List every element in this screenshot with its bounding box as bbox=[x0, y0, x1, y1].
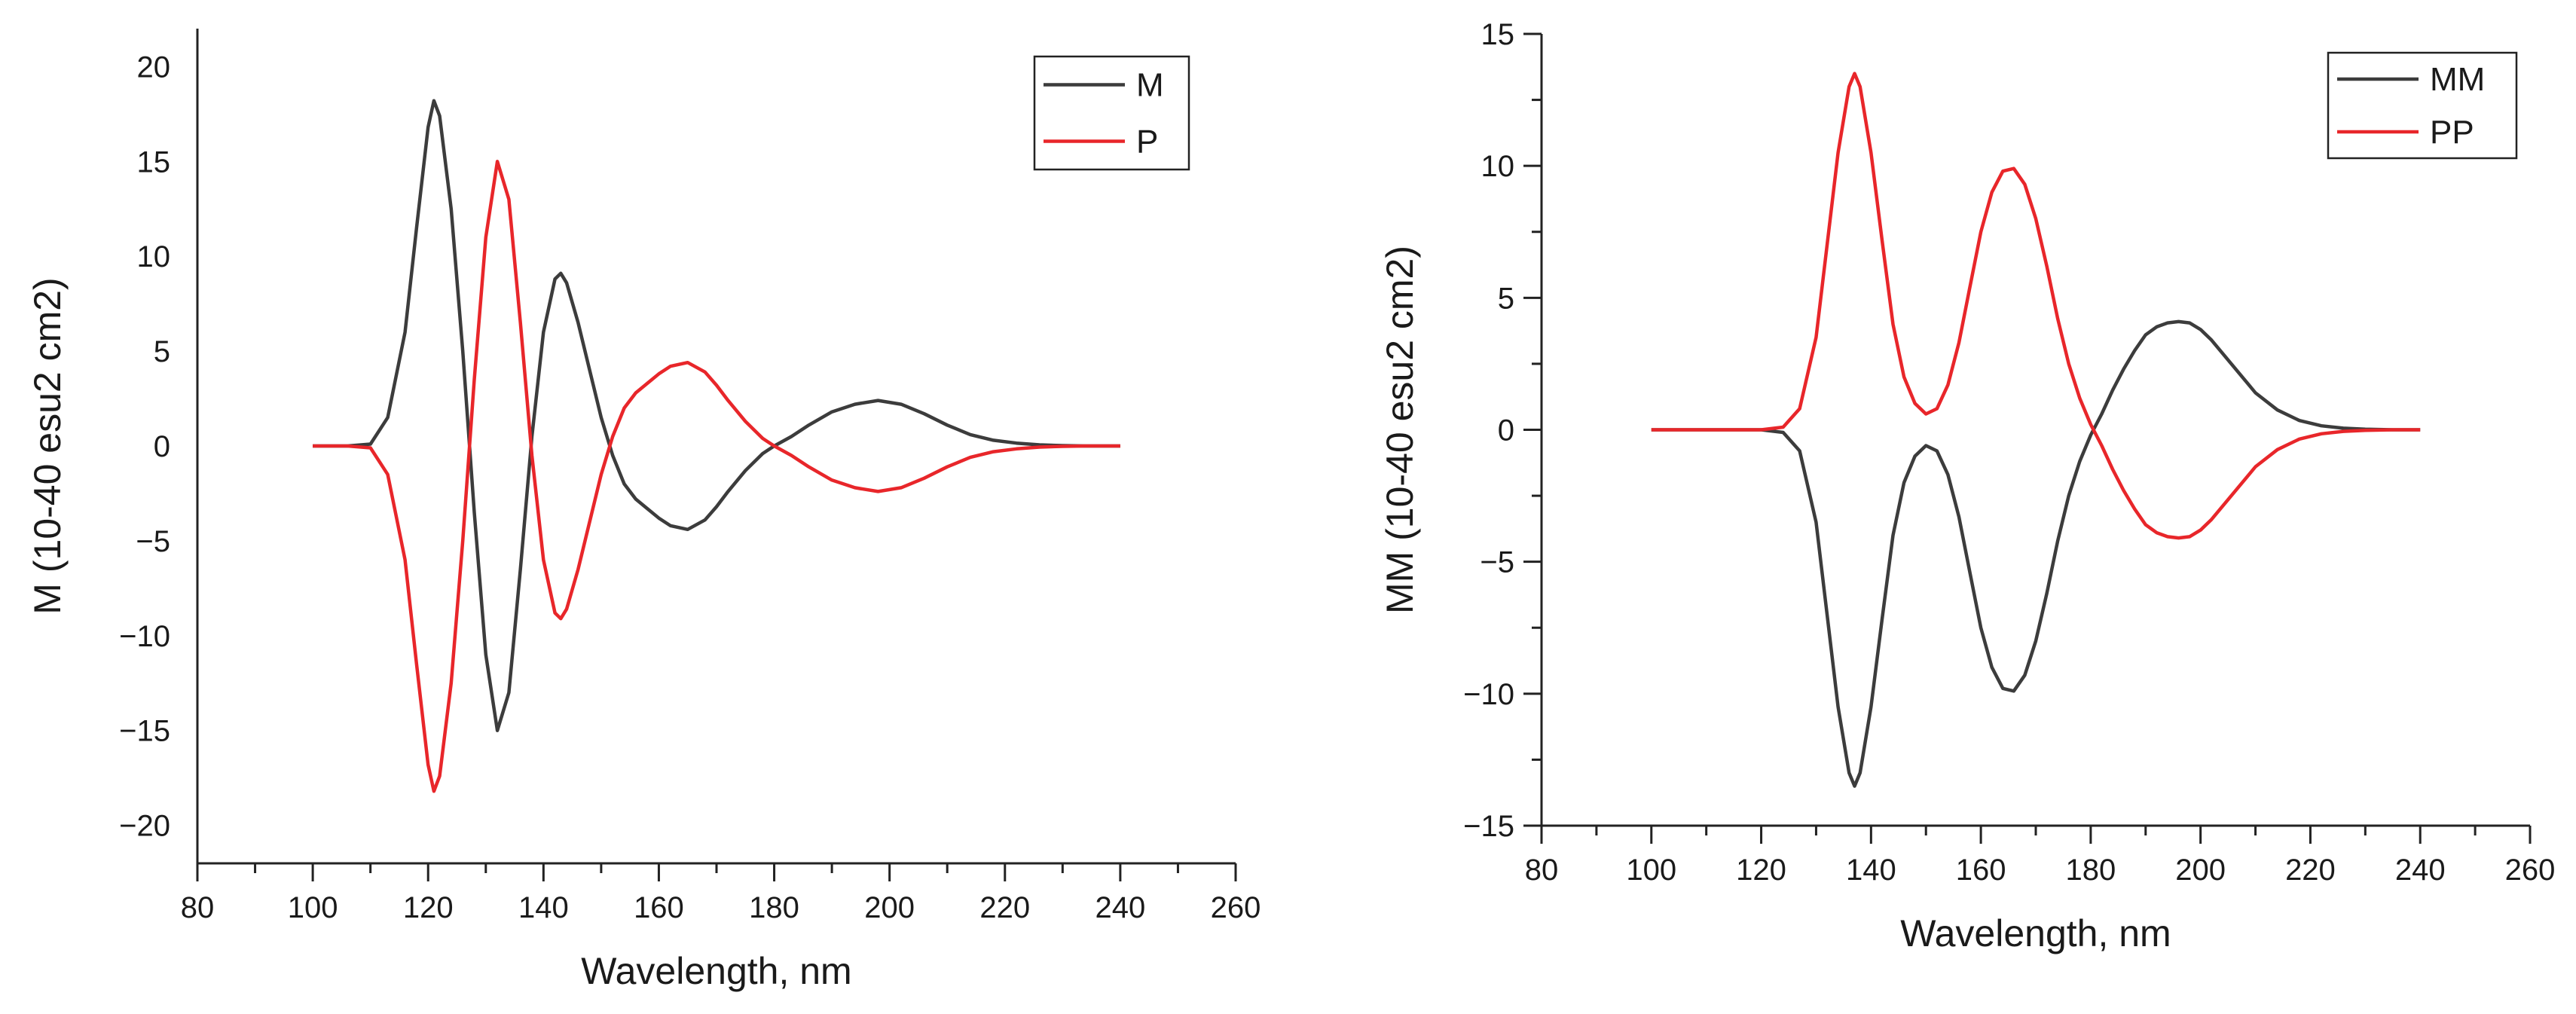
legend-box bbox=[1033, 55, 1190, 171]
x-tick-label: 180 bbox=[2066, 854, 2116, 887]
y-tick-label: 5 bbox=[154, 335, 170, 368]
legend-label-mm: MM bbox=[2430, 61, 2485, 98]
legend-label-m: M bbox=[1136, 67, 1164, 104]
legend: MM PP bbox=[2327, 51, 2518, 160]
y-tick-label: 10 bbox=[1481, 150, 1515, 183]
y-tick-label: −10 bbox=[119, 620, 170, 653]
y-tick-label: 5 bbox=[1498, 282, 1514, 315]
x-tick-label: 100 bbox=[1626, 854, 1676, 887]
y-tick-label: −10 bbox=[1463, 678, 1514, 711]
series-line-pp bbox=[1651, 72, 2421, 540]
x-tick-label: 200 bbox=[2175, 854, 2226, 887]
x-tick-label: 100 bbox=[288, 891, 338, 924]
legend-label-pp: PP bbox=[2430, 114, 2474, 151]
series-line-p bbox=[313, 160, 1120, 793]
x-tick-label: 180 bbox=[749, 891, 799, 924]
y-axis-title: M (10-40 esu2 cm2) bbox=[26, 277, 69, 614]
y-tick-label: −15 bbox=[119, 715, 170, 748]
chart-1: 80 100 120 140 160 180 200 220 240 260−20−15−10−5… bbox=[26, 29, 1260, 992]
legend: MP bbox=[1033, 55, 1190, 171]
y-tick-label: 20 bbox=[137, 50, 171, 84]
y-tick-label: −5 bbox=[1480, 546, 1514, 579]
x-tick-label: 260 bbox=[2505, 854, 2556, 887]
x-tick-label: 200 bbox=[864, 891, 915, 924]
x-tick-label: 80 bbox=[1525, 854, 1559, 887]
y-tick-label: 10 bbox=[137, 240, 171, 273]
x-tick-label: 120 bbox=[403, 891, 454, 924]
x-tick-label: 240 bbox=[1095, 891, 1146, 924]
x-tick-label: 220 bbox=[979, 891, 1030, 924]
y-tick-label: 15 bbox=[1481, 18, 1515, 51]
x-tick-label: 260 bbox=[1211, 891, 1261, 924]
series-line-mm bbox=[1651, 319, 2421, 788]
x-tick-label: 160 bbox=[634, 891, 684, 924]
x-tick-label: 120 bbox=[1736, 854, 1786, 887]
x-tick-label: 160 bbox=[1956, 854, 2006, 887]
y-axis-title: MM (10-40 esu2 cm2) bbox=[1379, 246, 1421, 614]
series-line-m bbox=[313, 99, 1120, 732]
x-axis-title: Wavelength, nm bbox=[581, 950, 851, 992]
x-tick-label: 220 bbox=[2285, 854, 2336, 887]
legend-box bbox=[2327, 51, 2518, 160]
y-tick-label: 15 bbox=[137, 145, 171, 179]
y-tick-label: −20 bbox=[119, 810, 170, 843]
y-tick-label: 0 bbox=[1498, 414, 1514, 447]
x-tick-label: 140 bbox=[1846, 854, 1896, 887]
y-tick-label: −15 bbox=[1463, 810, 1514, 843]
x-tick-label: 140 bbox=[518, 891, 569, 924]
legend-label-p: P bbox=[1136, 124, 1158, 160]
y-tick-label: −5 bbox=[136, 525, 170, 558]
y-tick-label: 0 bbox=[154, 430, 170, 463]
chart-2: 80 100 120 140 160 180 200 220 240 260 −15 −10 −5 0 5 1… bbox=[1379, 18, 2555, 954]
x-tick-label: 240 bbox=[2395, 854, 2446, 887]
x-tick-label: 80 bbox=[181, 891, 215, 924]
x-axis-title: Wavelength, nm bbox=[1900, 912, 2171, 954]
